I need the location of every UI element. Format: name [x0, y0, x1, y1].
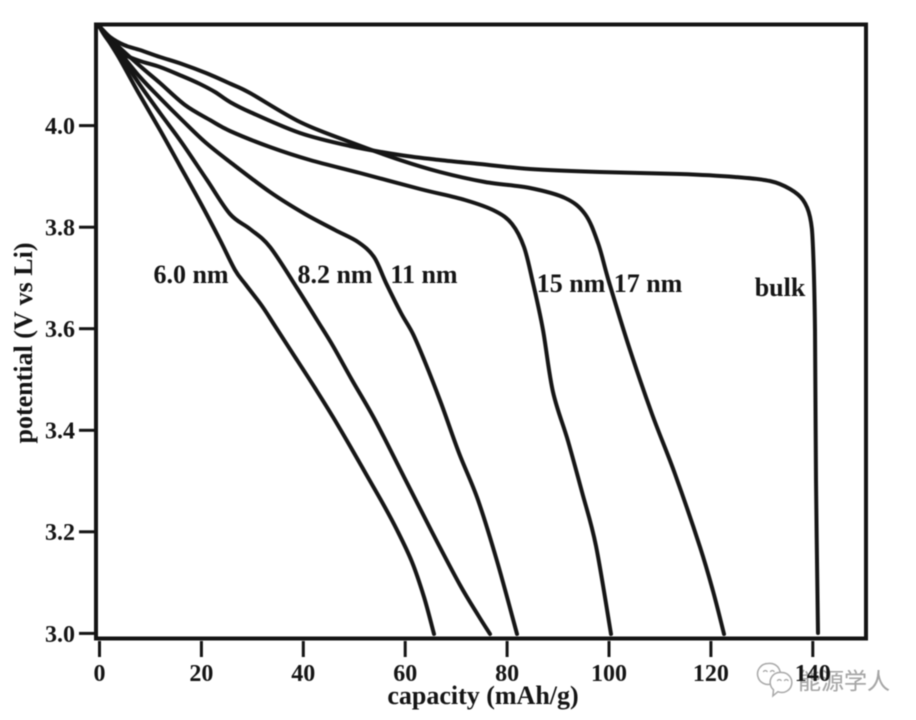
svg-text:3.0: 3.0	[45, 622, 75, 648]
svg-text:3.6: 3.6	[45, 317, 75, 343]
svg-text:3.4: 3.4	[45, 419, 75, 445]
svg-text:能源学人: 能源学人	[798, 668, 890, 694]
svg-text:60: 60	[393, 661, 417, 687]
svg-text:bulk: bulk	[755, 273, 806, 302]
svg-text:120: 120	[693, 661, 729, 687]
svg-text:140: 140	[795, 661, 831, 687]
svg-text:0: 0	[94, 661, 106, 687]
svg-text:100: 100	[591, 661, 627, 687]
svg-text:能源学人: 能源学人	[798, 668, 890, 694]
svg-text:20: 20	[189, 661, 213, 687]
svg-text:8.2 nm: 8.2 nm	[297, 260, 372, 289]
svg-text:6.0 nm: 6.0 nm	[153, 260, 228, 289]
svg-text:capacity (mAh/g): capacity (mAh/g)	[387, 681, 578, 710]
svg-text:11 nm: 11 nm	[390, 260, 458, 289]
svg-text:4.0: 4.0	[45, 114, 75, 140]
svg-text:potential (V vs Li): potential (V vs Li)	[9, 242, 38, 443]
svg-text:17 nm: 17 nm	[614, 269, 683, 298]
svg-text:3.2: 3.2	[45, 520, 75, 546]
svg-text:80: 80	[495, 661, 519, 687]
svg-text:3.8: 3.8	[45, 216, 75, 242]
svg-text:15 nm: 15 nm	[537, 269, 606, 298]
svg-text:40: 40	[291, 661, 315, 687]
